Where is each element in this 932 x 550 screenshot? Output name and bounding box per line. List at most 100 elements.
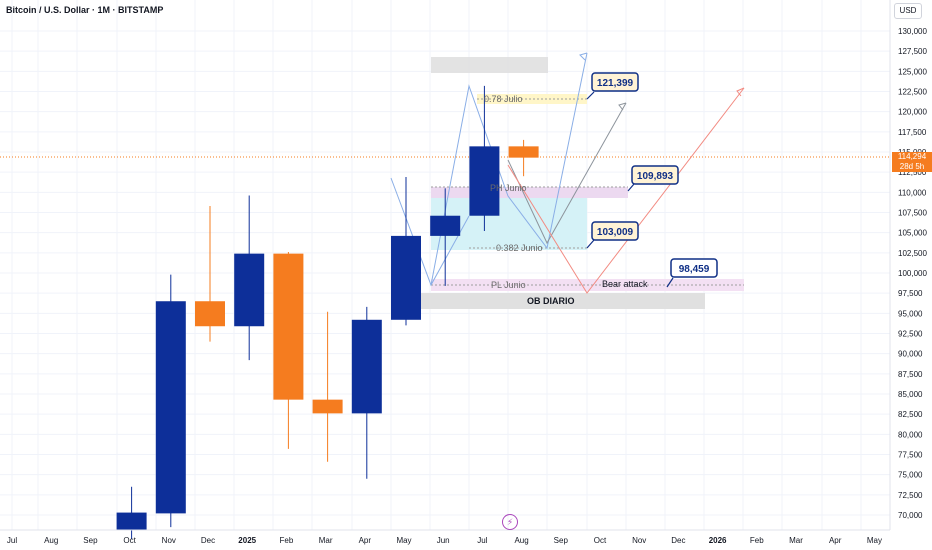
candle-aug[interactable]	[508, 139, 539, 177]
x-tick-label: May	[867, 536, 882, 545]
y-tick-label: 100,000	[898, 269, 927, 278]
y-tick-label: 105,000	[898, 229, 927, 238]
svg-text:109,893: 109,893	[637, 171, 674, 182]
arrow-head-red-icon	[736, 87, 745, 97]
candle-may[interactable]	[391, 177, 421, 326]
currency-selector[interactable]: USD	[894, 3, 922, 19]
x-tick-label: Jun	[437, 536, 450, 545]
callout-103009[interactable]: 103,009	[586, 221, 639, 249]
candle-dec[interactable]	[195, 206, 225, 342]
candle-body	[351, 319, 382, 414]
x-tick-label: 2026	[709, 536, 727, 545]
x-tick-label: Oct	[123, 536, 136, 545]
candle-body	[116, 512, 147, 530]
lightning-icon[interactable]: ⚡	[502, 514, 518, 530]
y-tick-label: 125,000	[898, 67, 927, 76]
current-price-value: 114,294	[897, 152, 927, 161]
y-tick-label: 75,000	[898, 471, 923, 480]
svg-text:98,459: 98,459	[679, 264, 710, 275]
callout-98459[interactable]: 98,459	[666, 258, 718, 288]
y-tick-label: 72,500	[898, 491, 923, 500]
callout-121399[interactable]: 121,399	[586, 72, 639, 100]
svg-text:103,009: 103,009	[597, 227, 634, 238]
candle-apr[interactable]	[351, 306, 382, 479]
ph-junio-label: PH Junio	[490, 183, 527, 193]
y-tick-label: 85,000	[898, 390, 923, 399]
candle-body	[234, 253, 265, 327]
x-tick-label: Aug	[514, 536, 528, 545]
candle-body	[312, 399, 343, 414]
fib-078-zone	[477, 94, 587, 104]
x-tick-label: 2025	[238, 536, 256, 545]
symbol-title: Bitcoin / U.S. Dollar · 1M · BITSTAMP	[6, 5, 164, 15]
projection-path-grey	[507, 102, 627, 245]
projection-path-blue	[430, 52, 588, 286]
x-tick-label: Dec	[201, 536, 215, 545]
pl-junio-label: PL Junio	[491, 280, 526, 290]
x-tick-label: Oct	[594, 536, 607, 545]
candle-body	[391, 235, 421, 320]
svg-text:121,399: 121,399	[597, 78, 634, 89]
y-tick-label: 70,000	[898, 511, 923, 520]
x-tick-label: Nov	[632, 536, 646, 545]
ob-diario-label: OB DIARIO	[527, 296, 575, 306]
current-price-tag: 114,294 28d 5h	[892, 152, 932, 172]
x-tick-label: Apr	[829, 536, 842, 545]
y-tick-label: 130,000	[898, 27, 927, 36]
callout-109893[interactable]: 109,893	[627, 165, 679, 192]
candle-body	[430, 215, 461, 236]
y-tick-label: 97,500	[898, 289, 923, 298]
x-tick-label: Feb	[750, 536, 764, 545]
x-tick-label: Mar	[319, 536, 333, 545]
supply-zone-top	[431, 57, 548, 73]
x-tick-label: Feb	[280, 536, 294, 545]
candle-body	[155, 301, 186, 514]
ph-junio-zone	[431, 187, 628, 198]
impulse-path	[390, 177, 470, 287]
x-tick-label: Apr	[359, 536, 372, 545]
x-tick-label: Dec	[671, 536, 685, 545]
y-tick-label: 120,000	[898, 108, 927, 117]
candle-feb[interactable]	[273, 252, 304, 449]
y-tick-label: 117,500	[898, 128, 927, 137]
candle-body	[469, 146, 500, 216]
candle-body	[273, 253, 304, 400]
y-tick-label: 90,000	[898, 350, 923, 359]
candle-body	[508, 146, 539, 158]
x-tick-label: Mar	[789, 536, 803, 545]
x-tick-label: May	[396, 536, 411, 545]
fib-078-label: 0.78 Julio	[484, 94, 523, 104]
candle-mar[interactable]	[312, 311, 343, 462]
y-tick-label: 82,500	[898, 410, 923, 419]
x-tick-label: Aug	[44, 536, 58, 545]
y-tick-label: 92,500	[898, 330, 923, 339]
x-tick-label: Nov	[162, 536, 176, 545]
arrow-head-blue-icon	[579, 52, 588, 61]
bear-attack-label: Bear attack	[602, 279, 648, 289]
ob-diario-zone	[408, 293, 705, 309]
candle-2025[interactable]	[234, 195, 265, 361]
y-tick-label: 80,000	[898, 430, 923, 439]
x-tick-label: Sep	[554, 536, 569, 545]
x-tick-label: Jul	[7, 536, 17, 545]
x-tick-label: Sep	[83, 536, 98, 545]
y-tick-label: 107,500	[898, 209, 927, 218]
arrow-head-grey-icon	[618, 102, 627, 111]
y-tick-label: 127,500	[898, 47, 927, 56]
y-tick-label: 87,500	[898, 370, 923, 379]
projection-path-red	[507, 87, 745, 294]
y-tick-label: 77,500	[898, 451, 923, 460]
y-tick-label: 112,500	[898, 168, 927, 177]
bar-countdown: 28d 5h	[899, 162, 925, 171]
y-tick-label: 122,500	[898, 88, 927, 97]
candle-jun[interactable]	[430, 188, 461, 286]
fib-0382-label: 0.382 Junio	[496, 243, 543, 253]
x-tick-label: Jul	[477, 536, 487, 545]
y-tick-label: 102,500	[898, 249, 927, 258]
candle-jul[interactable]	[469, 85, 500, 232]
candle-nov[interactable]	[155, 274, 186, 528]
y-tick-label: 95,000	[898, 309, 923, 318]
y-tick-label: 110,000	[898, 188, 927, 197]
candle-body	[195, 301, 225, 327]
